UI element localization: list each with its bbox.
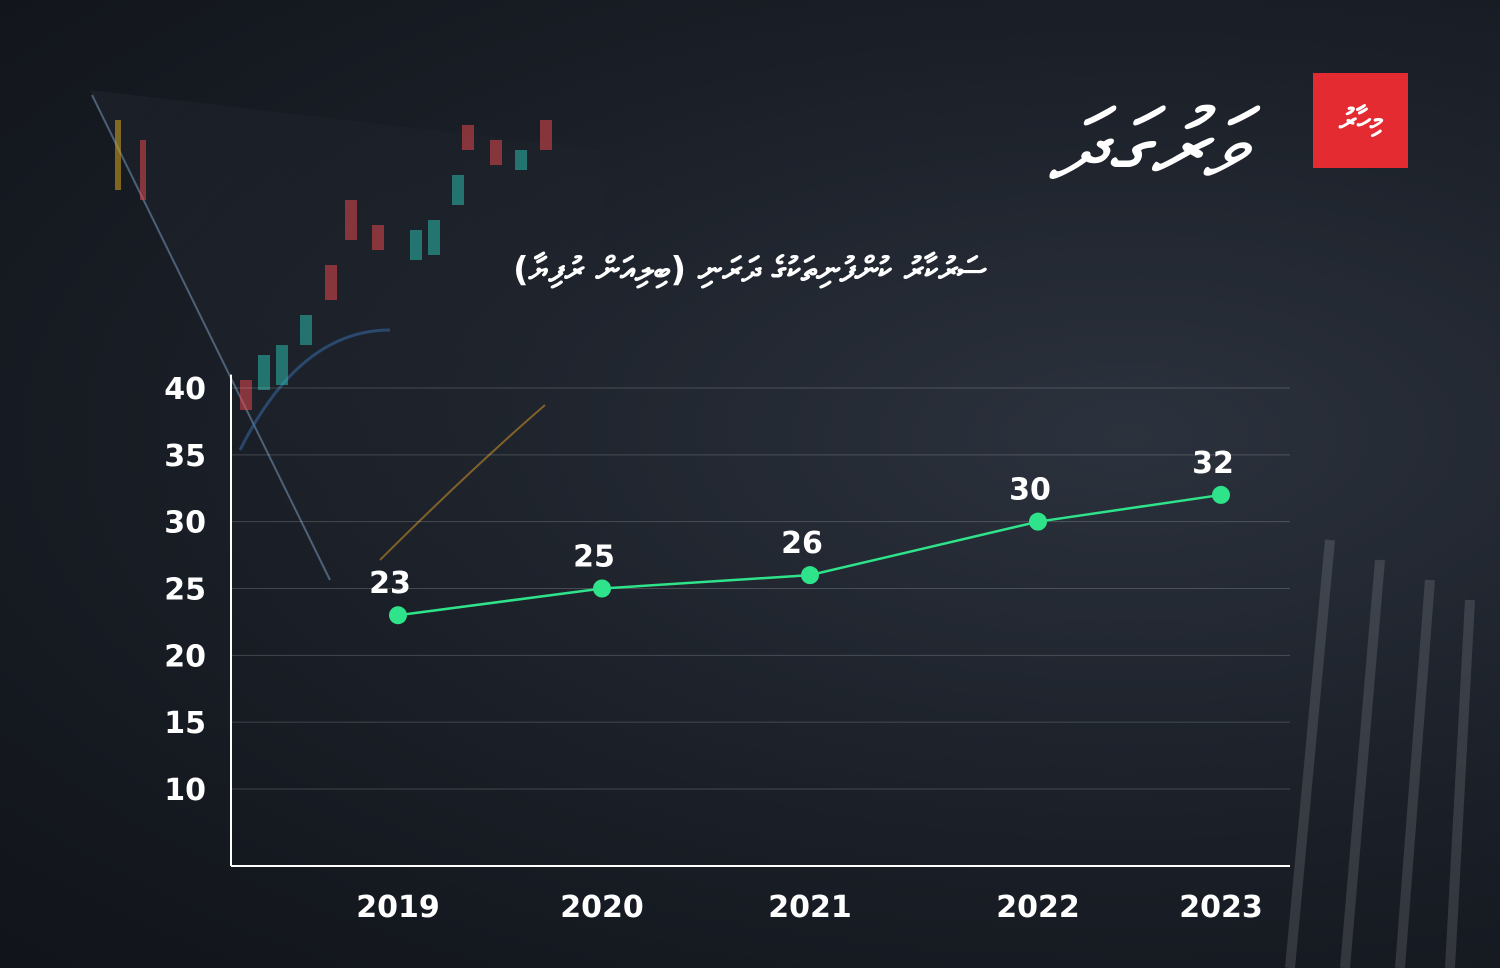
data-label-2023: 32: [1192, 446, 1234, 481]
brand-wordmark: ވަރުގަދަ: [1048, 89, 1242, 201]
data-label-2022: 30: [1009, 473, 1051, 508]
data-point-2021: [801, 566, 819, 585]
data-point-2019: [389, 606, 407, 625]
y-tick-label-20: 20: [164, 639, 206, 674]
y-tick-label-40: 40: [164, 372, 206, 407]
x-tick-label-2019: 2019: [356, 890, 440, 925]
x-axis-ticks: 2019 2020 2021 2022 2023: [356, 890, 1263, 925]
y-tick-label-35: 35: [164, 439, 206, 474]
data-point-2023: [1212, 485, 1230, 504]
brand-badge-text: މިހާރު: [1339, 103, 1382, 138]
y-tick-label-15: 15: [164, 706, 206, 741]
chart-title: ސަރުކާރު ކުންފުނިތަކުގެ ދަރަނި (ބިލިއަން…: [513, 250, 987, 290]
data-point-2022: [1029, 512, 1047, 531]
y-tick-label-10: 10: [164, 773, 206, 808]
data-label-2019: 23: [369, 566, 411, 601]
x-tick-label-2020: 2020: [560, 890, 644, 925]
x-tick-label-2022: 2022: [996, 890, 1080, 925]
x-tick-label-2021: 2021: [768, 890, 852, 925]
data-label-2020: 25: [573, 540, 615, 575]
brand-logo-badge: މިހާރު: [1313, 73, 1408, 168]
data-labels: 23 25 26 30 32: [369, 446, 1234, 601]
x-tick-label-2023: 2023: [1179, 890, 1263, 925]
y-tick-label-30: 30: [164, 506, 206, 541]
data-label-2021: 26: [781, 526, 823, 561]
y-axis-ticks: 10 15 20 25 30 35 40: [164, 372, 206, 808]
data-points: [389, 485, 1230, 625]
y-tick-label-25: 25: [164, 573, 206, 608]
data-point-2020: [593, 579, 611, 598]
gridlines: [231, 387, 1290, 790]
